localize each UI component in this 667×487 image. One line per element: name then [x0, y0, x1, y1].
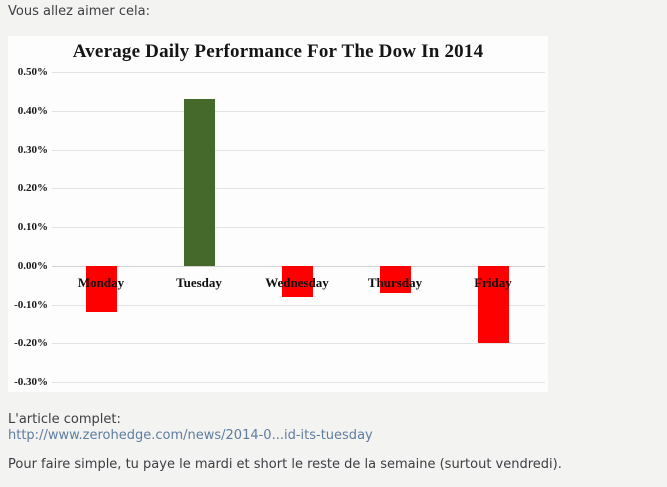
category-label-tuesday: Tuesday [176, 274, 222, 290]
bar-monday [85, 265, 117, 313]
gridline [52, 72, 545, 73]
y-tick-label: -0.20% [14, 337, 48, 350]
gridline [52, 227, 545, 228]
bar-wednesday [281, 265, 313, 297]
category-label-thursday: Thursday [367, 274, 423, 290]
gridline [52, 382, 545, 383]
plot-area: 0.50% 0.40% 0.30% 0.20% 0.10% 0.00% -0.10% -0.2… [14, 66, 545, 388]
gridline [52, 188, 545, 190]
article-label: L'article complet: [8, 412, 121, 427]
y-tick-label: 0.50% [17, 66, 48, 78]
category-label-monday: Monday [77, 274, 125, 290]
comment-text: Pour faire simple, tu paye le mardi et s… [8, 457, 562, 472]
gridline [52, 149, 545, 151]
y-tick-label: 0.00% [17, 259, 48, 272]
y-tick-label: 0.10% [17, 221, 48, 233]
y-tick-label: -0.10% [14, 298, 48, 311]
y-tick-label: 0.40% [17, 104, 48, 117]
y-tick-label: 0.20% [17, 182, 48, 195]
y-tick-label: -0.30% [14, 376, 48, 388]
intro-text: Vous allez aimer cela: [8, 4, 150, 19]
chart-title: Average Daily Performance For The Dow In… [72, 41, 484, 62]
y-tick-label: 0.30% [17, 143, 48, 156]
bar-friday [477, 265, 509, 344]
bar-tuesday [183, 99, 215, 266]
gridline [52, 110, 545, 112]
category-label-friday: Friday [474, 274, 512, 290]
gridline [52, 343, 545, 345]
article-link[interactable]: http://www.zerohedge.com/news/2014-0...i… [8, 428, 373, 443]
category-label-wednesday: Wednesday [265, 274, 329, 290]
bar-thursday [379, 265, 411, 293]
gridline [52, 304, 545, 306]
chart-container: Average Daily Performance For The Dow In… [8, 36, 548, 392]
